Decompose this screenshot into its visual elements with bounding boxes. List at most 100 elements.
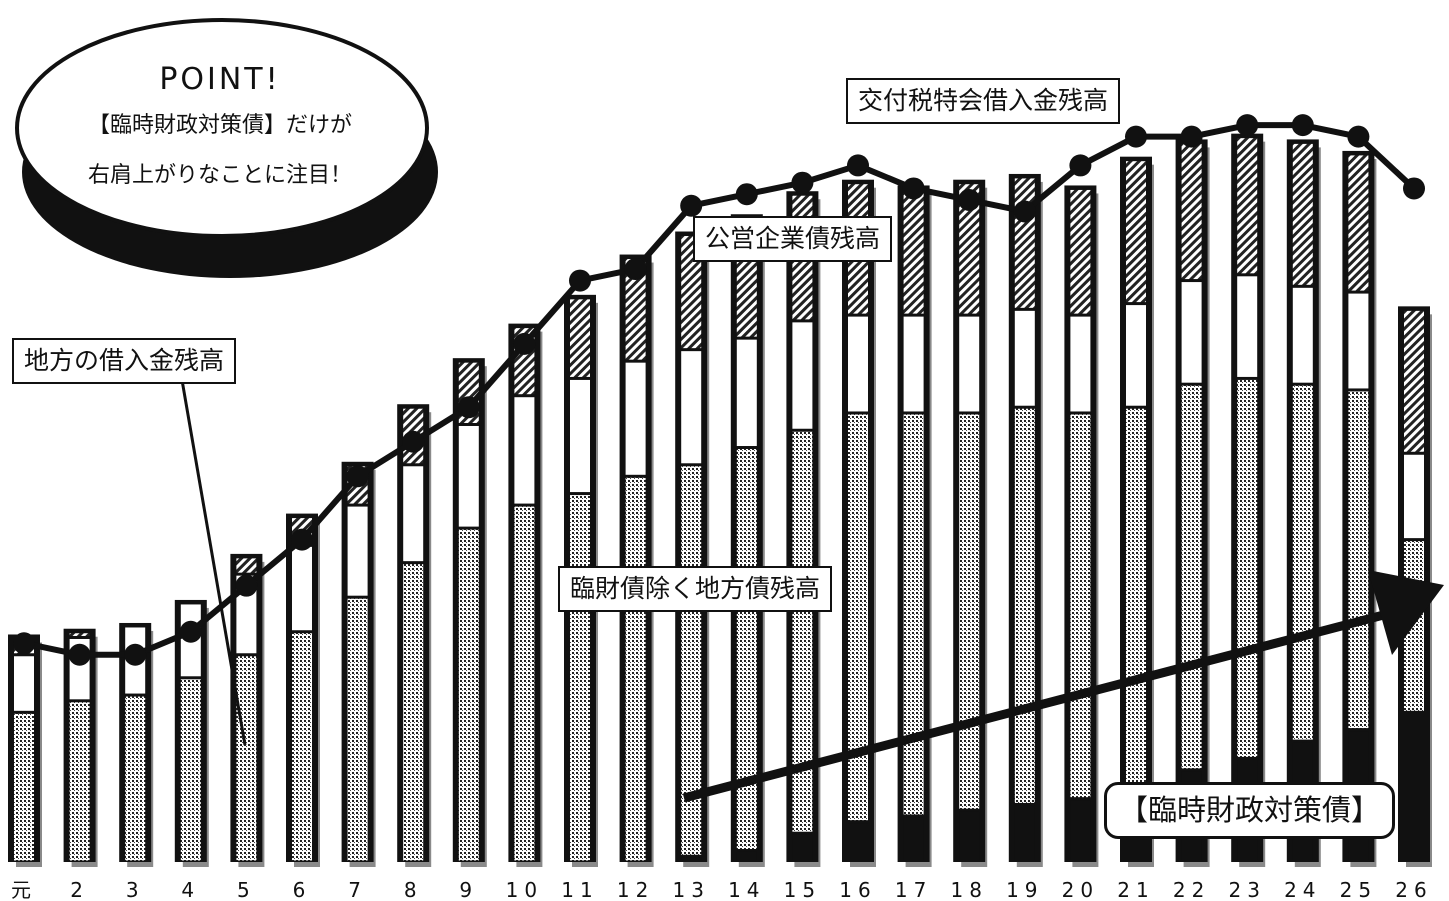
bar-segment-2 — [125, 696, 146, 861]
x-tick-label: 23 — [1228, 878, 1265, 901]
bubble-face — [15, 18, 429, 238]
trend-arrow — [682, 570, 1444, 803]
label-kofuzei: 交付税特会借入金残高 — [846, 78, 1121, 124]
bar-segment-4 — [681, 236, 702, 349]
total-line-point — [124, 643, 147, 666]
x-tick-label: 4 — [181, 878, 200, 901]
bar-segment-1 — [1070, 800, 1091, 861]
point-line-2: 右肩上がりなことに注目！ — [87, 163, 352, 188]
label-rinzai: 【臨時財政対策債】 — [1104, 782, 1396, 839]
x-tick-label: 22 — [1173, 878, 1210, 901]
bar-segment-4 — [1014, 178, 1035, 308]
x-tick-label: 8 — [404, 878, 423, 901]
bar-segment-4 — [959, 184, 980, 314]
bar-segment-4 — [1126, 161, 1146, 303]
bar-segment-3 — [1070, 316, 1091, 412]
total-line-point — [791, 171, 814, 194]
total-line-point — [513, 332, 536, 355]
bar-segment-1 — [792, 834, 813, 861]
bar-segment-1 — [959, 811, 980, 861]
bar-segment-3 — [848, 316, 868, 412]
point-bubble — [15, 18, 438, 278]
total-line-point — [1069, 154, 1092, 177]
trend-arrow-shaft — [682, 607, 1397, 803]
bar-segment-1 — [736, 851, 757, 861]
bar-segment-3 — [347, 506, 368, 596]
callout-pointer — [180, 379, 247, 746]
total-line-point — [291, 528, 313, 551]
label-koei: 公営企業債残高 — [693, 216, 893, 262]
x-tick-label: 6 — [293, 878, 312, 901]
bar-segment-3 — [1181, 282, 1202, 383]
bar-segment-2 — [1292, 385, 1313, 740]
x-tick-label: 19 — [1006, 878, 1043, 901]
x-tick-label: 13 — [672, 878, 709, 901]
bar-segment-4 — [1348, 155, 1369, 291]
total-line-point — [13, 632, 35, 655]
x-tick-label: 15 — [784, 878, 821, 901]
x-tick-label: 11 — [561, 878, 598, 901]
bar-segment-4 — [1237, 138, 1258, 274]
bar-segment-3 — [403, 466, 424, 562]
bar-segment-2 — [1014, 408, 1035, 803]
total-line-point — [680, 194, 703, 217]
bar-segment-2 — [69, 702, 90, 861]
bar-segment-2 — [570, 495, 590, 861]
total-line-point — [346, 465, 369, 488]
x-tick-label: 18 — [950, 878, 987, 901]
bar-segment-1 — [1014, 805, 1035, 861]
bar-segment-1 — [1404, 713, 1424, 861]
bar-segment-3 — [903, 316, 924, 412]
bar-segment-2 — [403, 564, 424, 861]
total-line-point — [235, 574, 258, 597]
x-tick-label: 9 — [459, 878, 478, 901]
bar-segment-3 — [570, 379, 590, 493]
bar-segment-3 — [1014, 310, 1035, 406]
point-line-1: 【臨時財政対策債】だけが — [87, 113, 352, 138]
total-line-point — [847, 154, 869, 177]
bar-segment-2 — [514, 506, 535, 861]
bar-segment-4 — [625, 259, 646, 360]
bar-segment-2 — [1348, 391, 1369, 729]
total-line-point — [1013, 200, 1036, 223]
bar-segment-2 — [959, 414, 980, 809]
bar-segment-4 — [236, 558, 257, 573]
total-line-point — [569, 269, 591, 292]
bar-segment-2 — [14, 713, 34, 861]
callout-lines — [180, 379, 247, 746]
total-line-point — [735, 183, 758, 206]
label-chiho: 地方の借入金残高 — [12, 338, 237, 384]
bar-segment-3 — [1126, 305, 1146, 406]
x-tick-label: 20 — [1062, 878, 1099, 901]
x-tick-label: 16 — [839, 878, 876, 901]
x-tick-label: 10 — [506, 878, 543, 901]
bar-segment-2 — [681, 466, 702, 855]
bar-segment-4 — [570, 299, 590, 377]
total-line-point — [902, 177, 925, 200]
total-line — [13, 114, 1425, 666]
point-text: POINT! 【臨時財政対策債】だけが 右肩上がりなことに注目！ — [20, 62, 420, 189]
x-axis-ticks: 元 2 3 4 5 6 7 8 9 10 11 12 13 14 15 16 17 18 19 20 21 22 23 24 2… — [11, 878, 1427, 901]
bar-segment-2 — [236, 656, 257, 861]
bar-segment-2 — [1237, 379, 1258, 757]
total-line-point — [1180, 125, 1203, 148]
x-tick-label: 7 — [348, 878, 367, 901]
bar-segment-4 — [1404, 310, 1424, 452]
bar-segment-2 — [1181, 385, 1202, 769]
x-tick-label: 25 — [1340, 878, 1377, 901]
bar-segment-3 — [514, 397, 535, 504]
bar-segment-1 — [681, 857, 702, 861]
bar-segment-3 — [681, 351, 702, 464]
total-line-point — [402, 430, 425, 453]
bar-segment-1 — [903, 817, 924, 861]
bar-segment-3 — [458, 425, 479, 527]
bar-segment-4 — [69, 633, 90, 636]
trend-arrow-head — [1368, 570, 1444, 655]
bar-segment-2 — [736, 449, 757, 849]
x-tick-label: 12 — [617, 878, 654, 901]
bar-segment-3 — [292, 546, 312, 631]
total-line-point — [457, 396, 480, 419]
total-line-point — [1403, 177, 1425, 200]
bar-segment-2 — [292, 633, 312, 861]
